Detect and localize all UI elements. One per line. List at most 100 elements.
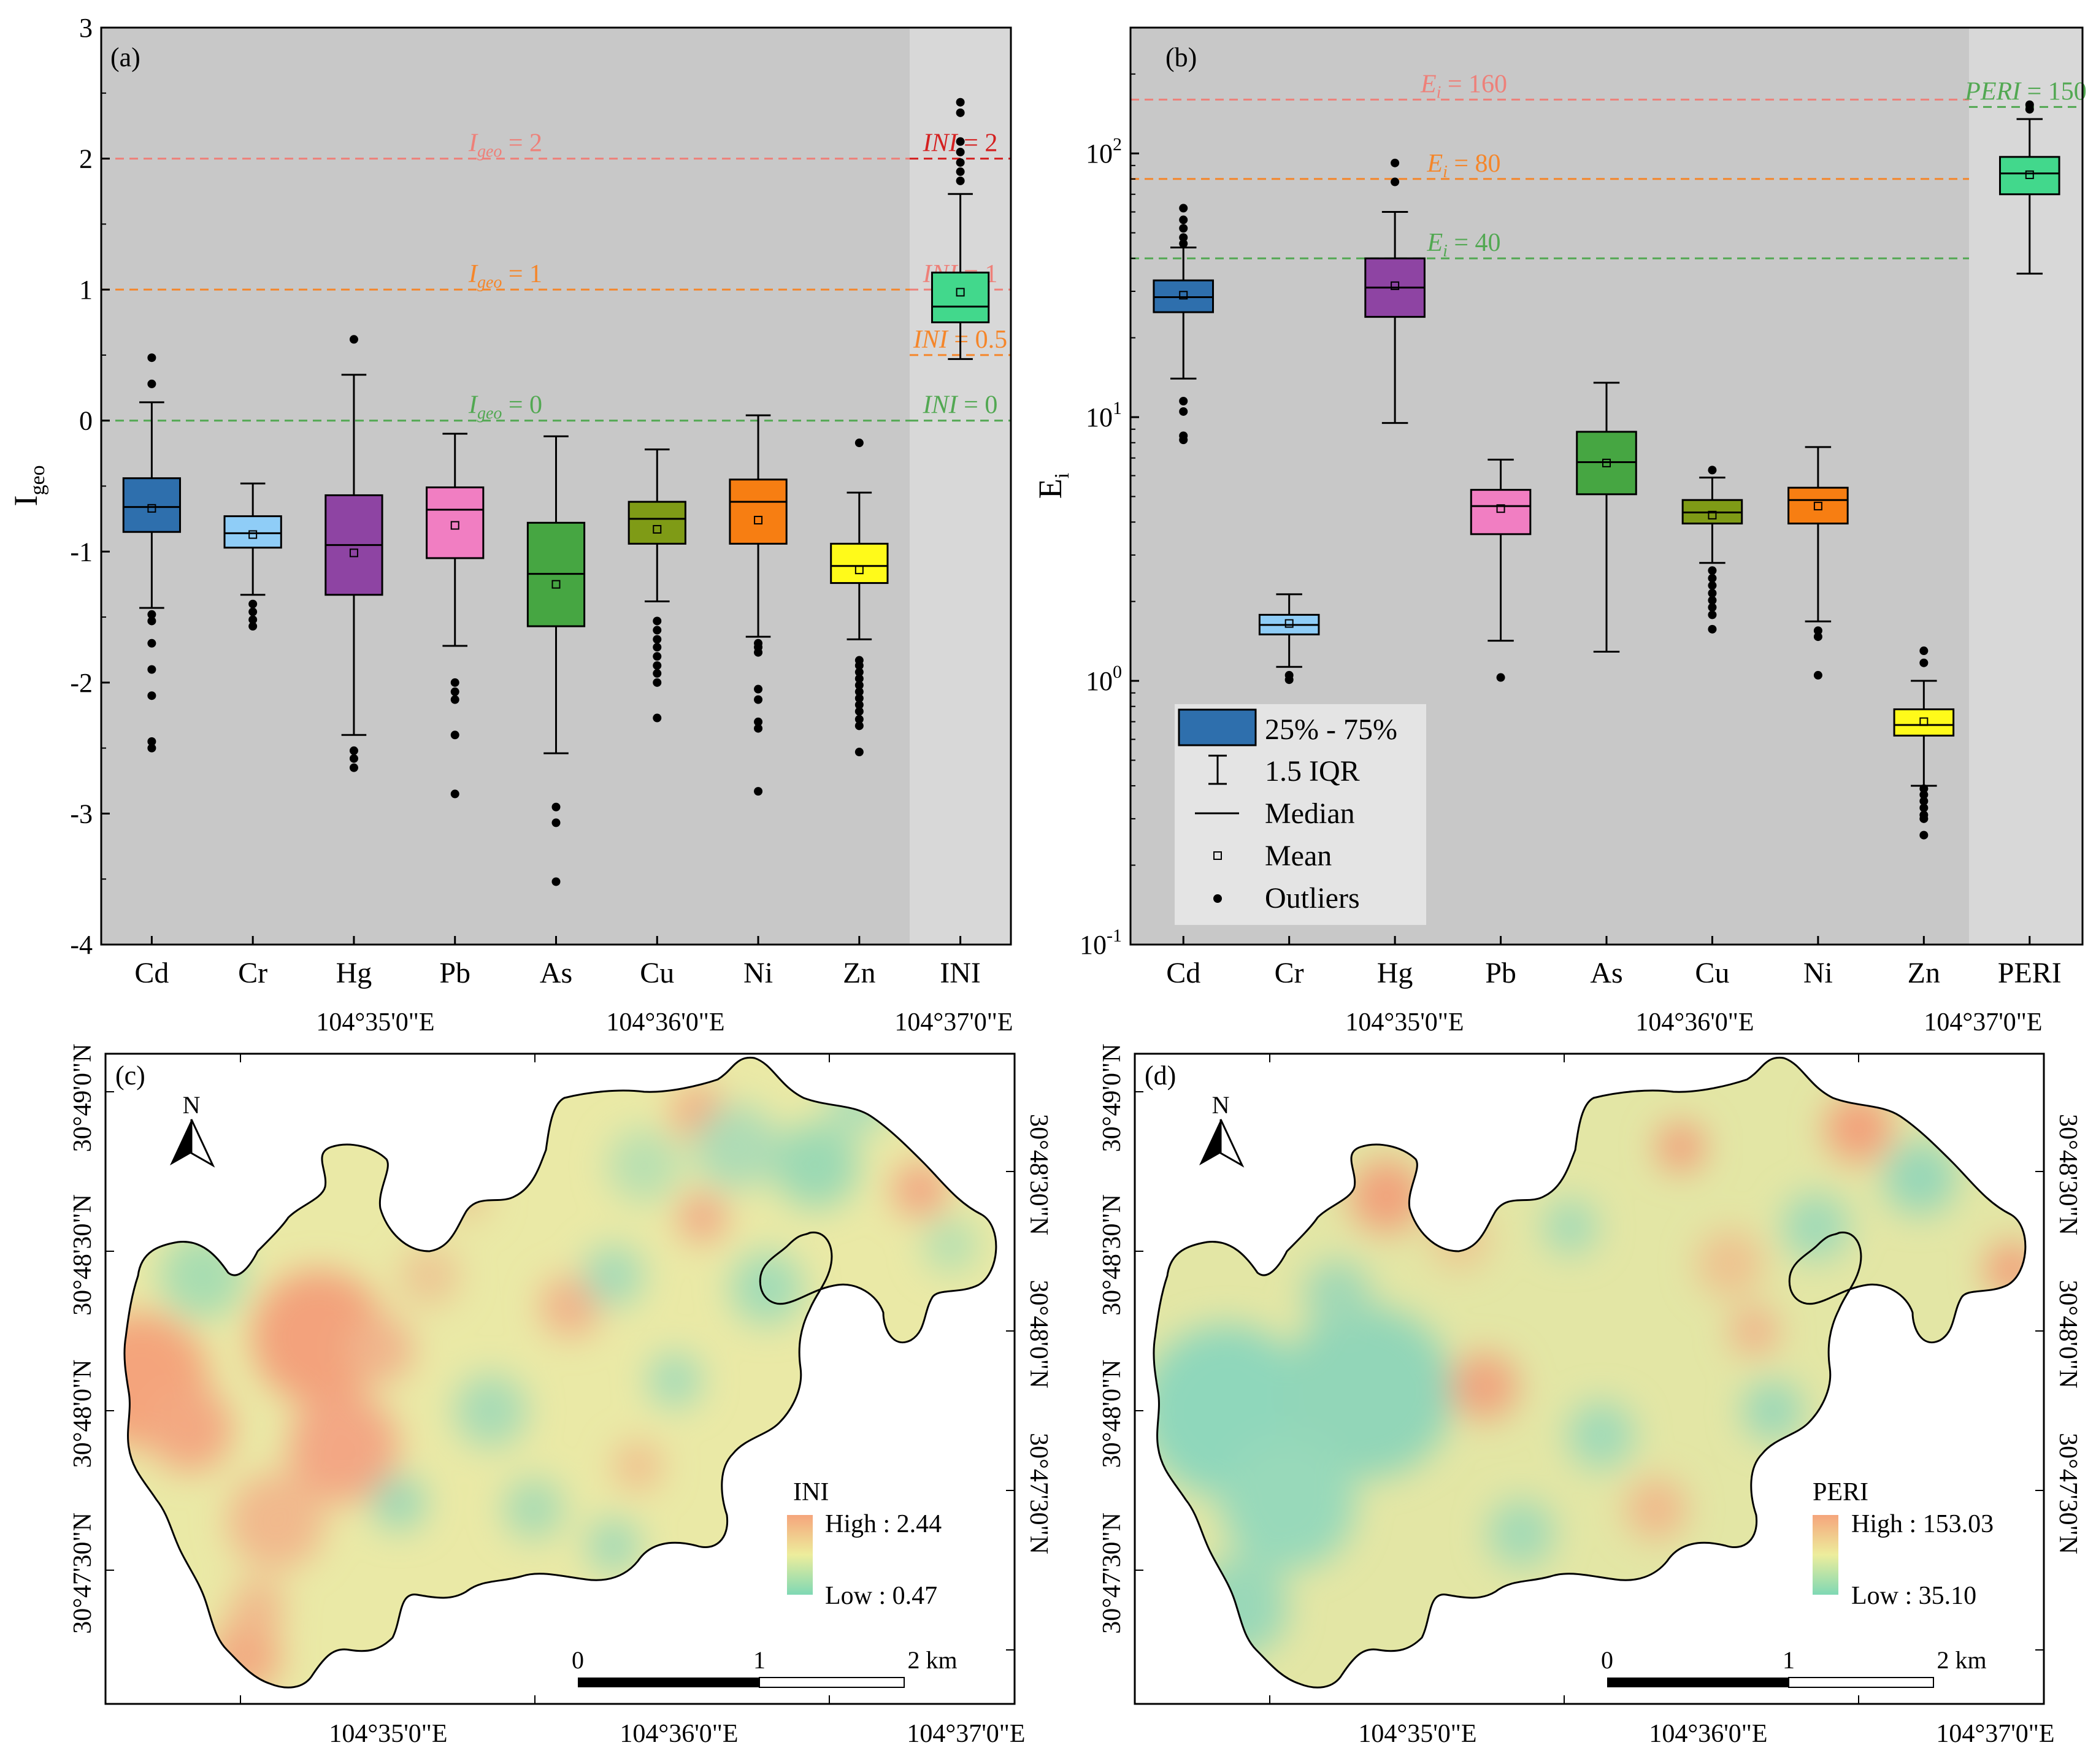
map-d-outline bbox=[1153, 1056, 2027, 1689]
map-d-legend: PERI High : 153.03 Low : 35.10 bbox=[1813, 1478, 1994, 1610]
x-tick-label-Ni: Ni bbox=[1803, 957, 1833, 989]
outlier-Zn-2 bbox=[854, 661, 864, 670]
map-c-top-lon-1: 104°35'0"E bbox=[316, 1008, 434, 1037]
outlier-INI-5 bbox=[956, 167, 965, 176]
map-c-right-lat-2: 30°48'0"N bbox=[1024, 1280, 1053, 1389]
panel-d-peri-map: (d) N PERI High : 153.03 Low : 35.10 0 1… bbox=[1098, 1008, 2082, 1748]
map-surface-blob-18 bbox=[1303, 1260, 1371, 1328]
panel-a-label: (a) bbox=[110, 42, 140, 72]
map-surface-blob-1 bbox=[147, 1386, 233, 1472]
map-surface-blob-4 bbox=[227, 1472, 325, 1570]
outlier-Zn-5 bbox=[854, 681, 864, 690]
panel-a-y-axis-label: Igeo bbox=[7, 465, 49, 506]
map-surface-blob-1 bbox=[1282, 1306, 1454, 1478]
map-surface-blob-5 bbox=[1451, 1352, 1518, 1420]
map-surface-blob-15 bbox=[583, 1245, 644, 1306]
map-c-legend: INI High : 2.44 Low : 0.47 bbox=[787, 1478, 942, 1610]
outlier-Cd-2 bbox=[147, 610, 156, 619]
x-tick-label-Cr: Cr bbox=[1275, 957, 1304, 989]
panel-c-label: (c) bbox=[115, 1060, 145, 1091]
map-c-right-lat-1: 30°48'30"N bbox=[1024, 1114, 1053, 1235]
map-d-legend-low: Low : 35.10 bbox=[1851, 1582, 1976, 1610]
outlier-Cr-0 bbox=[248, 599, 258, 608]
reference-line-label-3: INI = 2 bbox=[923, 129, 998, 158]
box-Cd bbox=[122, 353, 182, 753]
mean-Cd bbox=[1179, 291, 1188, 300]
mean-As bbox=[1602, 458, 1611, 467]
outlier-As-0 bbox=[551, 802, 561, 811]
map-surface-blob-8 bbox=[1984, 1242, 2025, 1297]
outlier-Cd-1 bbox=[147, 379, 156, 388]
box-Cu bbox=[1681, 466, 1743, 634]
legend-mean-symbol bbox=[1213, 851, 1222, 860]
outlier-Ni-2 bbox=[754, 648, 763, 657]
map-surface-blob-22 bbox=[503, 1478, 564, 1540]
box-Cr bbox=[1258, 593, 1320, 685]
panel-b-axes: 10-1 100 101 102 Cd Cr Hg Pb As Cu Ni Zn PERI bbox=[1080, 27, 2062, 989]
map-c-right-lat-3: 30°47'30"N bbox=[1024, 1433, 1053, 1554]
mean-Cu bbox=[653, 524, 662, 534]
iqr-box-PERI bbox=[1998, 156, 2060, 196]
outlier-Cd-7 bbox=[147, 737, 156, 746]
outlier-Zn-8 bbox=[854, 700, 864, 710]
reference-line-label-1: Ei = 80 bbox=[1426, 150, 1500, 182]
outlier-Hg-1 bbox=[349, 746, 358, 755]
map-d-left-lat-4: 30°47'30"N bbox=[1098, 1513, 1126, 1634]
outlier-Hg-3 bbox=[349, 763, 358, 772]
outlier-Cd-5 bbox=[147, 665, 156, 674]
box-Pb bbox=[1470, 458, 1532, 682]
map-c-left-lat-2: 30°48'30"N bbox=[69, 1194, 97, 1316]
map-surface-blob-9 bbox=[540, 1276, 601, 1337]
map-c-bottom-lon-3: 104°37'0"E bbox=[907, 1720, 1025, 1748]
outlier-Ni-3 bbox=[754, 685, 763, 694]
map-surface-blob-17 bbox=[1543, 1199, 1598, 1254]
map-surface-blob-21 bbox=[607, 1129, 681, 1202]
map-c-legend-ramp bbox=[787, 1515, 813, 1595]
scale-c-2: 2 km bbox=[907, 1646, 957, 1674]
map-d-bottom-lon-3: 104°37'0"E bbox=[1936, 1720, 2054, 1748]
map-d-right-lat-3: 30°47'30"N bbox=[2054, 1433, 2082, 1554]
map-surface-blob-2 bbox=[251, 1270, 386, 1405]
box-INI bbox=[931, 98, 990, 360]
outlier-Cr-1 bbox=[248, 607, 258, 616]
x-tick-label-Hg: Hg bbox=[336, 957, 372, 989]
map-d-north-arrow: N bbox=[1199, 1091, 1245, 1168]
panel-b-boxes bbox=[1153, 100, 2060, 840]
outlier-Cr-1 bbox=[1284, 675, 1294, 685]
x-tick-label-As: As bbox=[1590, 957, 1622, 989]
map-surface-blob-2 bbox=[1221, 1435, 1356, 1570]
map-surface-blob-13 bbox=[773, 1122, 859, 1208]
panel-b-ei-boxplot: Ei = 160 Ei = 80 Ei = 40 PERI = 150 10-1 100… bbox=[1032, 26, 2087, 989]
outlier-Pb-0 bbox=[1496, 673, 1505, 682]
map-d-right-lat-2: 30°48'0"N bbox=[2054, 1280, 2082, 1389]
box-As bbox=[1576, 382, 1637, 653]
box-As bbox=[526, 435, 586, 886]
map-d-bottom-lon-1: 104°35'0"E bbox=[1358, 1720, 1476, 1748]
mean-Zn bbox=[854, 566, 864, 575]
mean-Ni bbox=[754, 516, 763, 525]
iqr-box-Zn bbox=[1893, 708, 1955, 737]
x-tick-label-As: As bbox=[540, 957, 572, 989]
map-surface-blob-9 bbox=[1567, 1402, 1635, 1469]
legend-box-swatch bbox=[1178, 708, 1257, 746]
map-surface-blob-14 bbox=[1626, 1478, 1687, 1540]
outlier-Zn-4 bbox=[1919, 797, 1929, 806]
outlier-PERI-1 bbox=[2025, 105, 2034, 114]
outlier-Hg-2 bbox=[349, 754, 358, 763]
iqr-box-Cu bbox=[628, 500, 686, 545]
map-d-legend-ramp bbox=[1813, 1515, 1838, 1595]
outlier-Zn-4 bbox=[854, 674, 864, 683]
map-surface-blob-6 bbox=[347, 1316, 414, 1383]
outlier-Cr-2 bbox=[248, 615, 258, 624]
legend-item-median: Median bbox=[1265, 797, 1355, 830]
outlier-Ni-2 bbox=[1813, 670, 1822, 680]
outlier-Cu-0 bbox=[653, 616, 662, 626]
outlier-As-2 bbox=[551, 877, 561, 886]
reference-line-label-2: Ei = 40 bbox=[1426, 229, 1500, 261]
map-c-legend-high: High : 2.44 bbox=[825, 1510, 942, 1538]
map-c-legend-title: INI bbox=[793, 1478, 829, 1506]
panel-a-background bbox=[101, 28, 910, 945]
map-surface-blob-17 bbox=[647, 1352, 702, 1408]
map-c-left-lat-3: 30°48'0"N bbox=[69, 1360, 97, 1468]
outlier-Cd-0 bbox=[147, 353, 156, 362]
